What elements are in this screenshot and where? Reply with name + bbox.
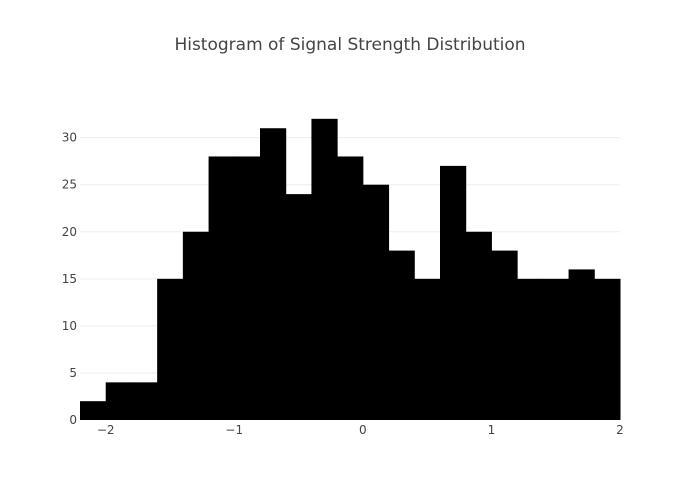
histogram-bar [337,156,364,420]
histogram-bar [182,231,210,420]
y-tick-label: 0 [69,413,77,427]
y-tick-label: 20 [62,225,77,239]
chart-title: Histogram of Signal Strength Distributio… [174,35,525,55]
x-tick-label: −2 [97,423,115,437]
histogram-bar [594,278,621,420]
histogram-bar [517,278,544,420]
histogram-bar [388,250,415,420]
histogram-bar [311,118,338,420]
histogram-bar [465,231,492,420]
histogram-bar [491,250,518,420]
histogram-bar [440,165,467,420]
histogram-bar [234,156,261,420]
y-tick-label: 5 [69,366,77,380]
y-tick-label: 10 [62,319,77,333]
histogram-bar [568,269,595,420]
histogram-bar [105,382,132,420]
y-axis-ticks: 0 5 10 15 20 25 30 [62,131,77,427]
histogram-bar [285,194,312,420]
histogram-bar [414,278,441,420]
histogram-bar [208,156,235,420]
x-tick-label: −1 [225,423,243,437]
histogram-bar [157,278,184,420]
histogram-bar [131,382,158,420]
x-axis-ticks: −2 −1 0 1 2 [97,423,624,437]
histogram-bar [362,184,390,420]
histogram-bar [260,128,287,420]
x-tick-label: 1 [488,423,496,437]
histogram-bars [80,118,621,420]
x-tick-label: 0 [359,423,367,437]
y-tick-label: 30 [62,131,77,145]
x-tick-label: 2 [616,423,624,437]
y-tick-label: 25 [62,178,77,192]
histogram-bar [542,278,570,420]
y-tick-label: 15 [62,272,77,286]
histogram-bar [80,401,107,420]
